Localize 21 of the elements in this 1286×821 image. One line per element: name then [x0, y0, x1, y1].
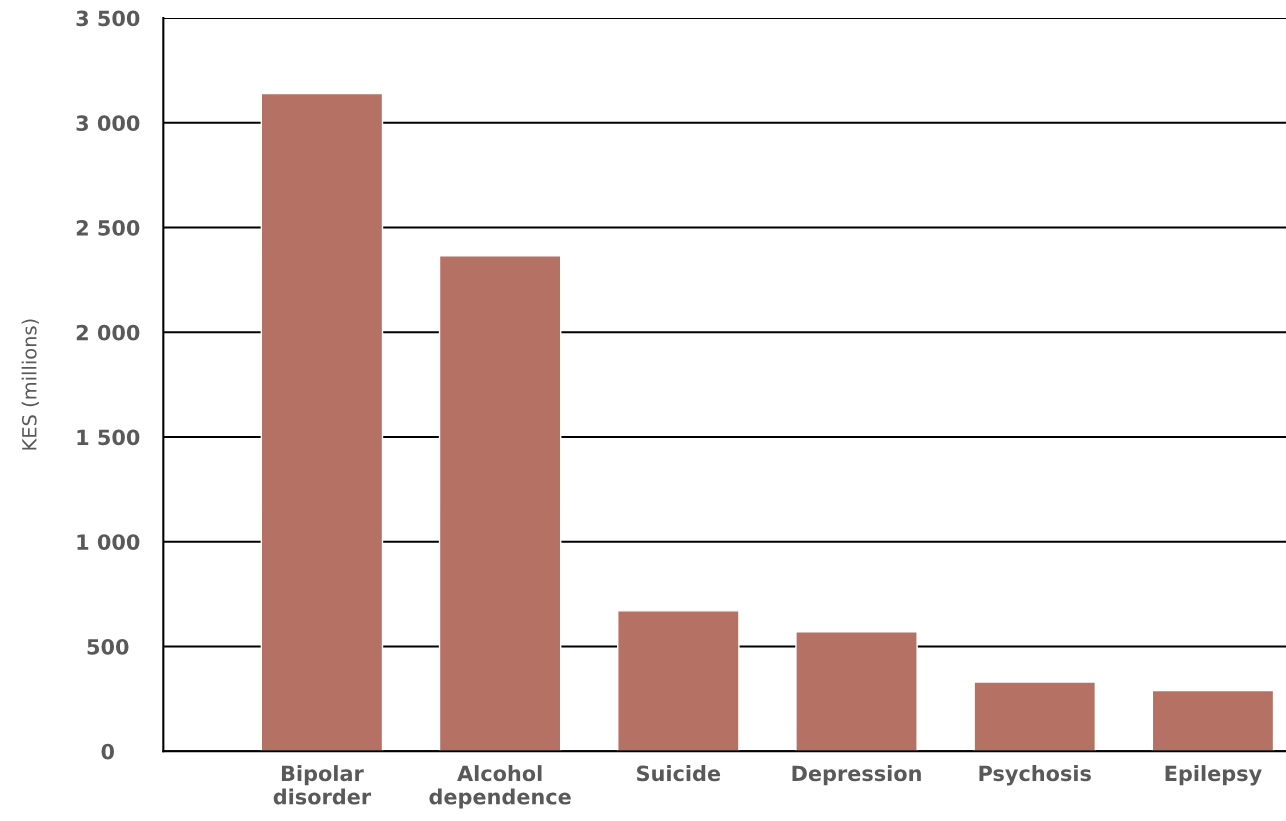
x-tick-label: Suicide: [637, 765, 721, 782]
x-tick-label: Depression: [792, 765, 921, 786]
x-tick-label: Psychosis: [979, 765, 1091, 786]
y-tick-label: 1 500: [77, 429, 140, 446]
bar: [260, 92, 384, 752]
bar: [973, 681, 1097, 752]
y-tick-label: 2 500: [76, 219, 140, 236]
bar: [795, 631, 918, 752]
bar: [438, 255, 562, 752]
x-tick-label: Bipolar disorder: [273, 765, 372, 805]
y-tick-label: 500: [87, 638, 129, 655]
x-tick-label: Epilepsy: [1165, 765, 1262, 786]
y-tick-label: 3 000: [76, 115, 140, 132]
bar: [1151, 689, 1275, 752]
y-tick-label: 1 000: [77, 534, 140, 550]
y-axis-title: KES (millions): [21, 319, 39, 450]
y-tick-label: 0: [101, 743, 115, 760]
y-tick-label: 2 000: [76, 324, 140, 341]
bar: [617, 610, 740, 752]
x-tick-label: Alcohol dependence: [429, 765, 571, 809]
y-tick-label: 3 500: [76, 10, 140, 27]
